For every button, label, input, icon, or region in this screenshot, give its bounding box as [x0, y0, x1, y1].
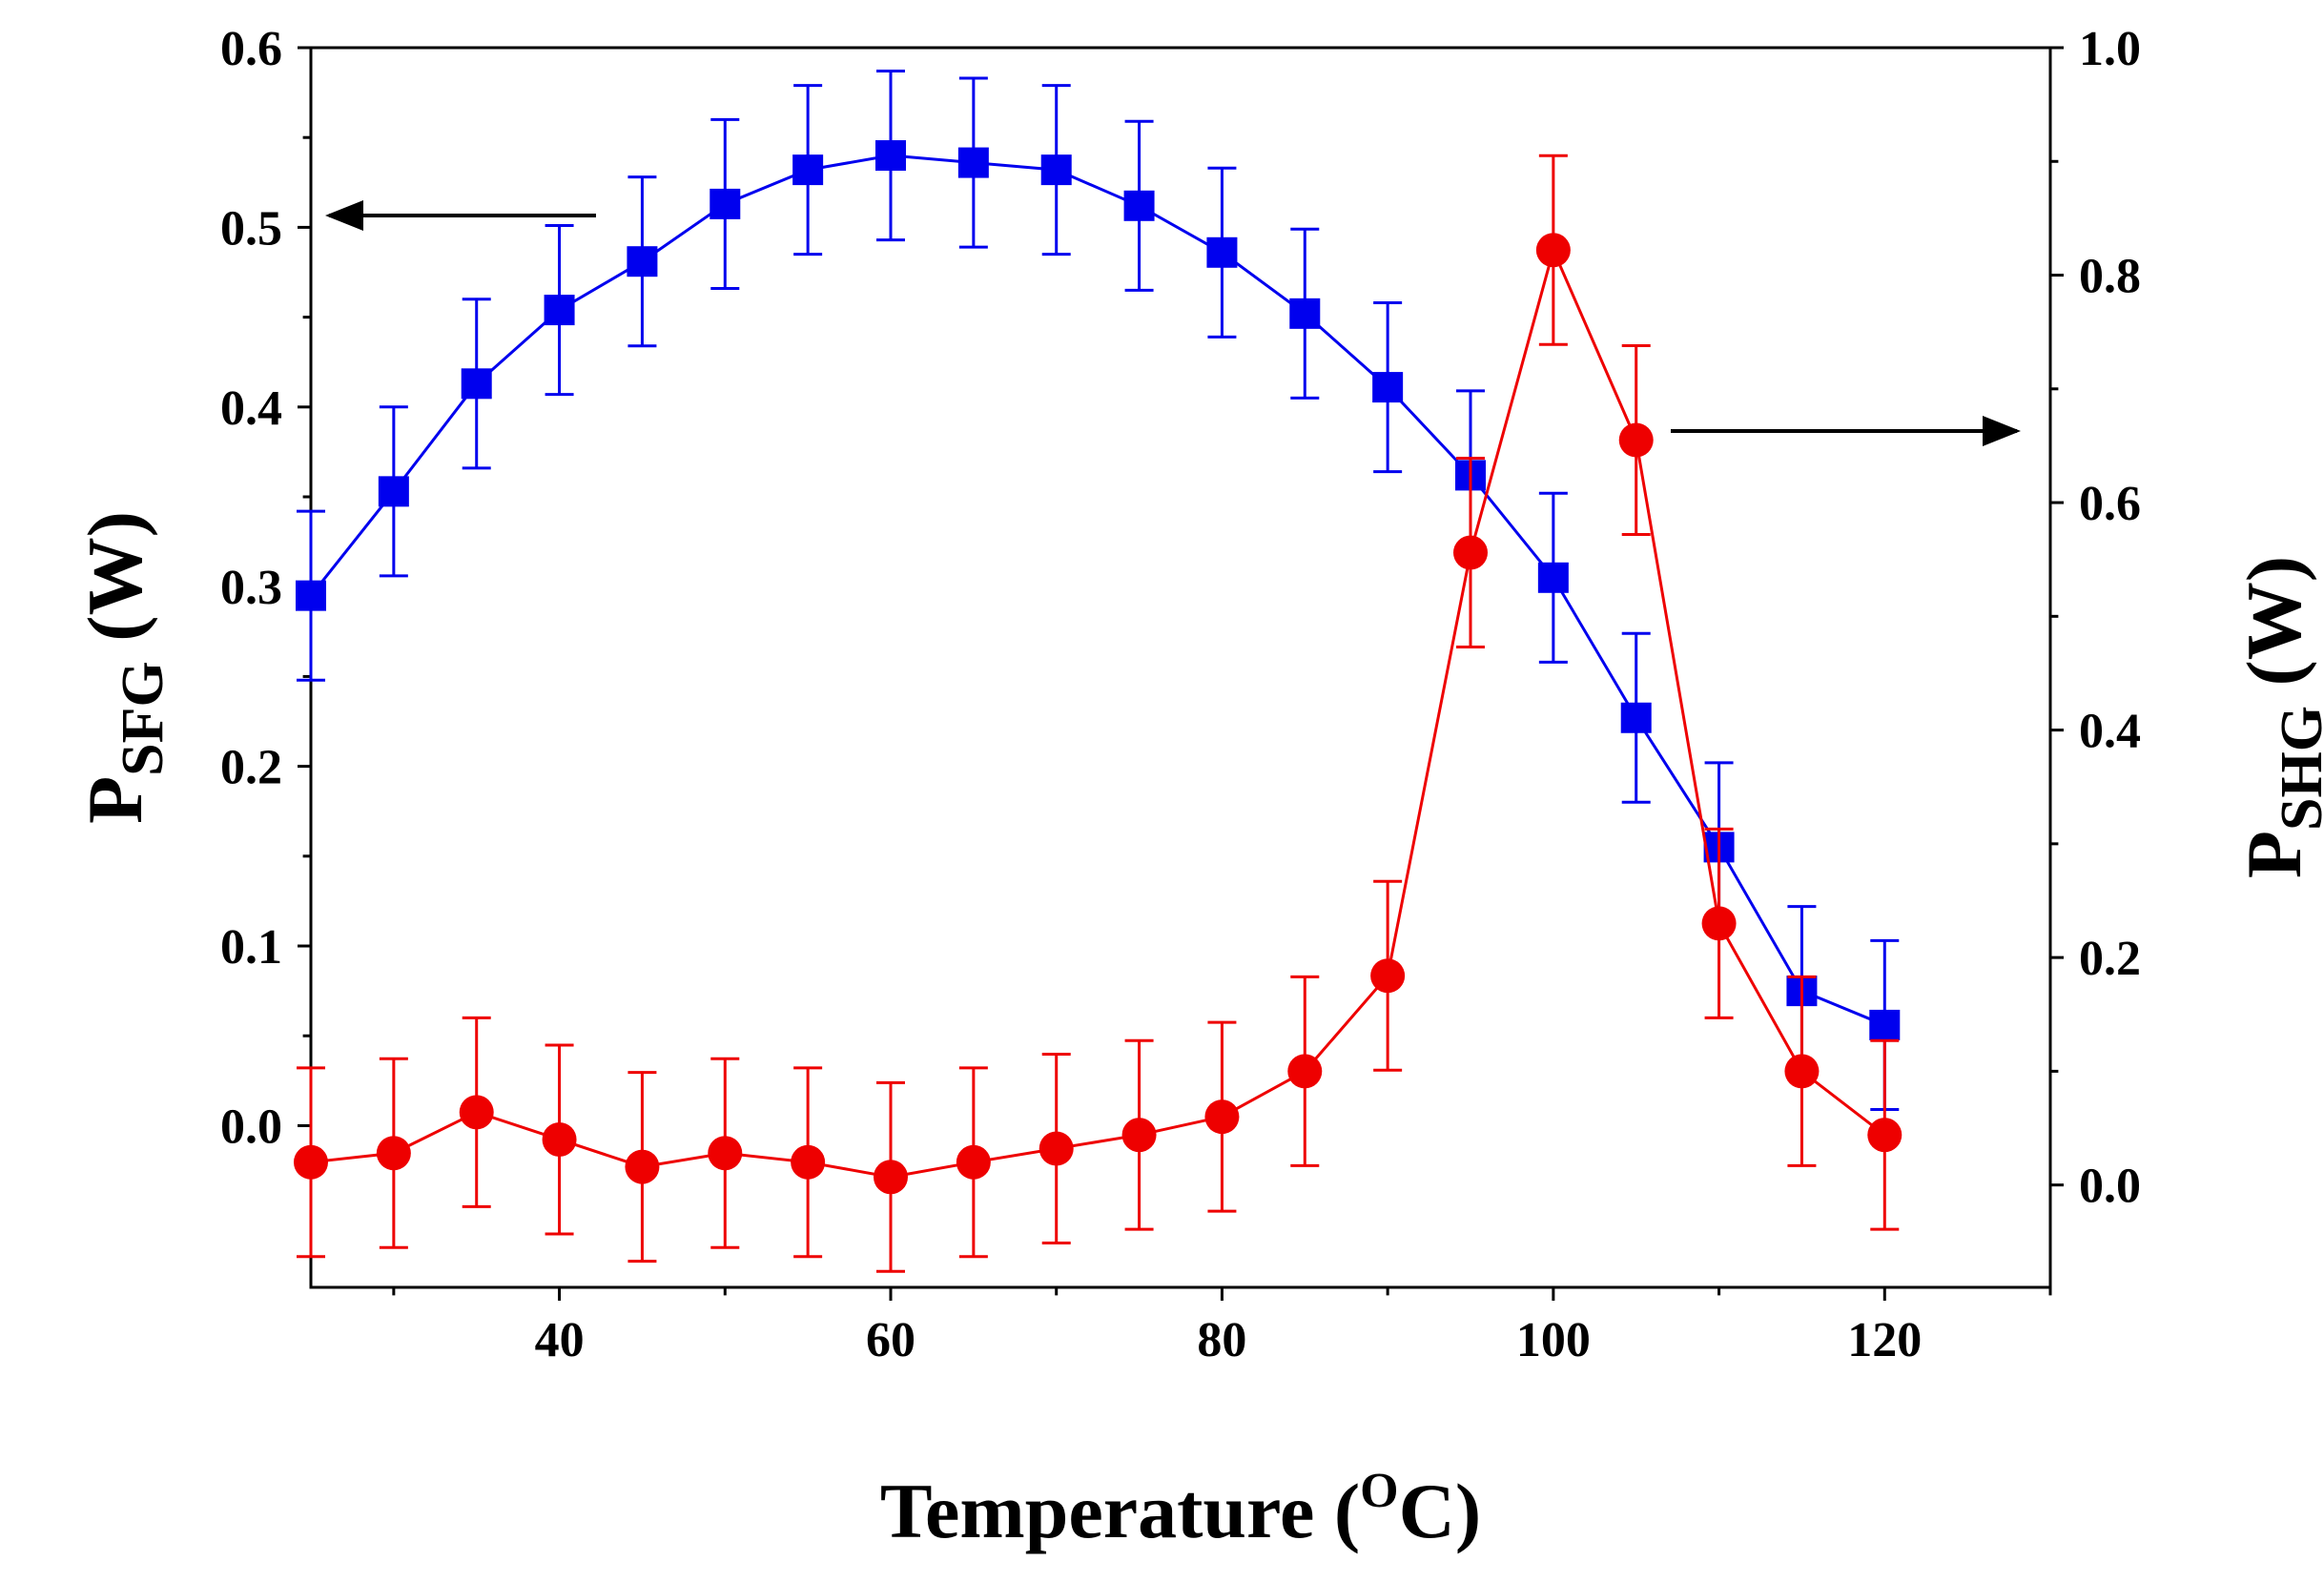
data-point: [1535, 233, 1571, 268]
y-axis-left-title-main: P: [72, 776, 158, 824]
x-tick-label: 100: [1516, 1313, 1591, 1367]
data-point: [1204, 1099, 1240, 1135]
y-right-tick-label: 0.4: [2079, 705, 2141, 759]
y-right-tick-label: 0.0: [2079, 1160, 2141, 1214]
data-point: [1620, 702, 1652, 733]
y-right-tick-label: 1.0: [2079, 22, 2141, 76]
x-axis-title: Temperature (OC): [880, 1464, 1481, 1554]
data-point: [791, 1144, 826, 1180]
data-point: [1784, 1054, 1820, 1089]
data-point: [1039, 1131, 1074, 1166]
series-p_sfg: [296, 69, 1901, 1111]
data-point: [1121, 1118, 1157, 1153]
data-point: [708, 1136, 743, 1171]
data-point: [1867, 1118, 1902, 1153]
data-point: [459, 1095, 494, 1130]
x-axis-title-main: Temperature: [880, 1468, 1314, 1554]
y-left-tick-label: 0.3: [220, 561, 282, 615]
y-left-tick-label: 0.6: [220, 22, 282, 76]
data-point: [1287, 1054, 1323, 1089]
x-tick-label: 40: [535, 1313, 585, 1367]
x-tick-label: 120: [1847, 1313, 1922, 1367]
data-point: [1869, 1009, 1901, 1040]
x-axis-title-open: (: [1334, 1468, 1360, 1554]
data-point: [294, 1144, 328, 1180]
x-axis-title-sup: O: [1360, 1464, 1398, 1518]
y-left-tick-label: 0.4: [220, 381, 282, 436]
x-tick-label: 80: [1197, 1313, 1246, 1367]
y-left-tick-label: 0.5: [220, 201, 282, 256]
y-axis-left-title: PSFG (W): [72, 511, 175, 824]
y-left-tick-label: 0.1: [220, 920, 282, 975]
data-point: [627, 246, 658, 277]
data-point: [956, 1144, 991, 1180]
y-right-tick-label: 0.8: [2079, 250, 2141, 304]
y-axis-right-title-sub: SHG: [2270, 706, 2324, 831]
y-right-tick-label: 0.2: [2079, 932, 2141, 986]
series-p_shg: [294, 154, 1902, 1273]
data-point: [1453, 535, 1488, 570]
x-axis-title-rest: C): [1399, 1468, 1482, 1554]
data-point: [1206, 236, 1238, 268]
data-point: [1372, 372, 1404, 403]
data-point: [1701, 906, 1737, 941]
data-point: [296, 580, 326, 611]
data-point: [1289, 298, 1321, 329]
data-point: [957, 147, 989, 178]
data-point: [875, 140, 906, 172]
y-left-tick-label: 0.2: [220, 741, 282, 795]
data-point: [542, 1121, 577, 1157]
plot-frame: [309, 46, 2052, 1289]
y-axis-right-title: PSHG (W): [2231, 556, 2324, 878]
data-point: [1537, 562, 1569, 593]
data-point: [710, 188, 741, 219]
y-axis-right-title-main: P: [2231, 831, 2317, 878]
data-point: [461, 368, 492, 400]
y-axis-left-title-sub: SFG: [111, 661, 175, 776]
data-point: [1123, 190, 1155, 221]
data-point: [625, 1149, 660, 1184]
data-point: [378, 476, 409, 507]
data-point: [544, 295, 575, 326]
y-right-tick-label: 0.6: [2079, 477, 2141, 531]
x-tick-label: 60: [866, 1313, 915, 1367]
y-axis-left-title-unit: (W): [72, 511, 158, 661]
series-line: [309, 154, 1885, 1027]
data-point: [1040, 154, 1072, 186]
data-point: [792, 154, 824, 186]
y-left-tick-label: 0.0: [220, 1099, 282, 1154]
data-point: [1370, 958, 1406, 994]
data-point: [376, 1136, 411, 1171]
y-axis-right-title-unit: (W): [2231, 556, 2317, 706]
data-point: [874, 1160, 908, 1195]
data-point: [1618, 422, 1654, 458]
